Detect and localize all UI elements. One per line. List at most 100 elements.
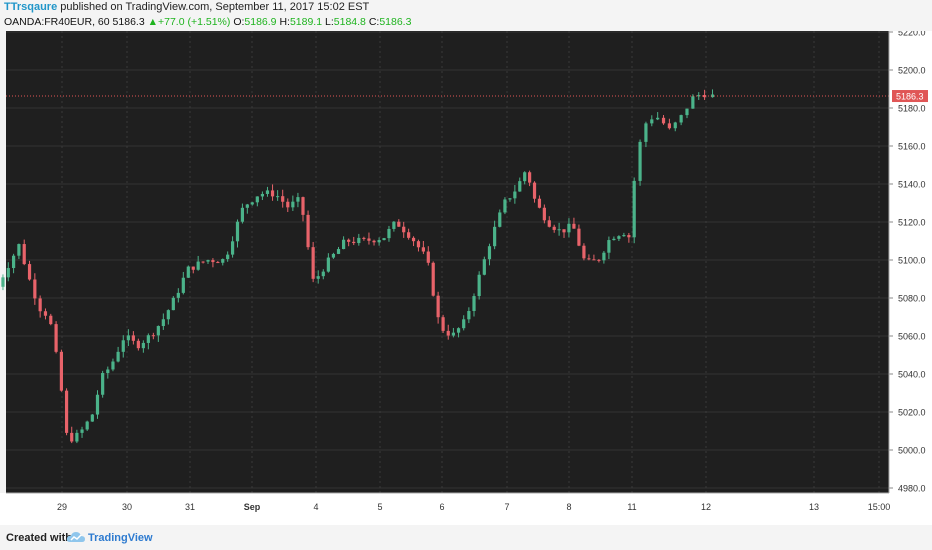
y-tick-label: 5100.0 — [898, 256, 926, 266]
candle-body — [64, 390, 69, 433]
low-label: L: — [325, 16, 334, 28]
published-text: published on TradingView.com, September … — [60, 1, 370, 13]
y-tick-label: 5220.0 — [898, 31, 926, 38]
candle-body — [54, 324, 58, 352]
candle-body — [111, 361, 115, 370]
symbol-ohlc-line: OANDA:FR40EUR, 60 5186.3 ▲+77.0 (+1.51%)… — [4, 16, 411, 28]
high-label: H: — [279, 16, 290, 28]
candle-body — [85, 421, 89, 430]
candle-body — [276, 196, 280, 198]
candle-body — [80, 429, 84, 433]
candle-body — [116, 351, 120, 362]
plot-background — [6, 31, 889, 493]
candle-body — [513, 191, 517, 199]
candle-body — [265, 190, 270, 194]
candle-body — [347, 239, 351, 242]
candle-body — [301, 197, 305, 215]
candle-body — [656, 117, 660, 120]
candle-body — [377, 240, 381, 243]
candle-body — [462, 319, 466, 329]
candle-body — [206, 260, 210, 262]
candle-body — [416, 241, 421, 248]
last-price: 5186.3 — [112, 16, 145, 28]
candle-body — [697, 95, 701, 97]
candle-body — [702, 95, 707, 98]
candle-body — [75, 432, 79, 442]
candle-body — [255, 196, 259, 203]
candle-body — [387, 228, 391, 239]
y-axis-background — [889, 31, 932, 525]
candle-body — [627, 235, 631, 238]
candle-body — [171, 297, 175, 311]
candle-body — [131, 335, 135, 341]
candles — [1, 89, 715, 444]
x-tick-label: Sep — [244, 502, 261, 512]
y-tick-label: 5160.0 — [898, 142, 926, 152]
x-tick-label: 4 — [313, 502, 318, 512]
candle-body — [592, 259, 596, 261]
candle-body — [508, 198, 512, 200]
candle-body — [6, 268, 10, 278]
candle-body — [106, 369, 110, 374]
candle-body — [482, 259, 486, 275]
symbol-label: OANDA:FR40EUR, 60 — [4, 16, 110, 28]
x-axis-background — [0, 493, 932, 525]
candle-body — [286, 201, 290, 208]
candle-body — [673, 122, 677, 129]
y-tick-label: 5180.0 — [898, 104, 926, 114]
candle-body — [161, 319, 165, 327]
candle-body — [156, 326, 160, 336]
candle-body — [431, 262, 435, 296]
candle-body — [467, 311, 471, 320]
candle-body — [341, 239, 346, 250]
candle-body — [166, 310, 170, 320]
candle-body — [456, 328, 461, 333]
candle-body — [245, 204, 249, 208]
close-value: 5186.3 — [379, 16, 412, 28]
y-tick-label: 4980.0 — [898, 484, 926, 494]
candle-body — [101, 373, 105, 395]
candle-body — [27, 264, 32, 280]
candle-body — [121, 340, 125, 352]
candle-body — [336, 249, 341, 254]
candle-body — [602, 252, 606, 261]
candle-body — [710, 94, 715, 98]
candle-body — [11, 255, 16, 269]
candle-body — [582, 245, 586, 259]
candle-body — [426, 251, 430, 263]
candle-body — [176, 292, 180, 298]
candle-body — [685, 108, 689, 116]
candle-body — [638, 141, 642, 181]
y-tick-label: 5120.0 — [898, 218, 926, 228]
candle-body — [367, 238, 371, 241]
candle-body — [211, 260, 215, 263]
candle-body — [331, 253, 336, 258]
candle-body — [382, 238, 386, 241]
candle-body — [567, 223, 571, 233]
candle-body — [33, 279, 37, 299]
y-tick-label: 5020.0 — [898, 408, 926, 418]
candle-body — [518, 181, 522, 192]
candle-body — [446, 330, 450, 336]
tradingview-brand[interactable]: TradingView — [88, 532, 153, 544]
candle-body — [221, 259, 225, 263]
y-tick-label: 5060.0 — [898, 332, 926, 342]
x-axis: 29 30 31 Sep 4 5 6 7 8 11 12 13 15:00 — [6, 492, 890, 512]
candle-body — [436, 295, 440, 318]
candlestick-chart[interactable]: 5280.05260.05240.05220.05200.05180.05160… — [0, 31, 932, 525]
price-tag-label: 5186.3 — [896, 92, 924, 102]
author-name[interactable]: TTrsqaure — [4, 1, 58, 13]
candle-body — [552, 226, 556, 230]
price-change: +77.0 (+1.51%) — [158, 16, 231, 28]
candle-body — [503, 199, 507, 213]
candle-body — [542, 207, 546, 221]
x-tick-label: 5 — [377, 502, 382, 512]
candle-body — [17, 244, 21, 256]
candle-body — [201, 261, 205, 263]
candle-body — [528, 172, 532, 183]
publication-line: TTrsqaure published on TradingView.com, … — [4, 1, 369, 13]
candle-body — [421, 247, 425, 252]
candle-body — [186, 266, 190, 278]
x-tick-label: 31 — [185, 502, 195, 512]
candle-body — [311, 247, 315, 279]
